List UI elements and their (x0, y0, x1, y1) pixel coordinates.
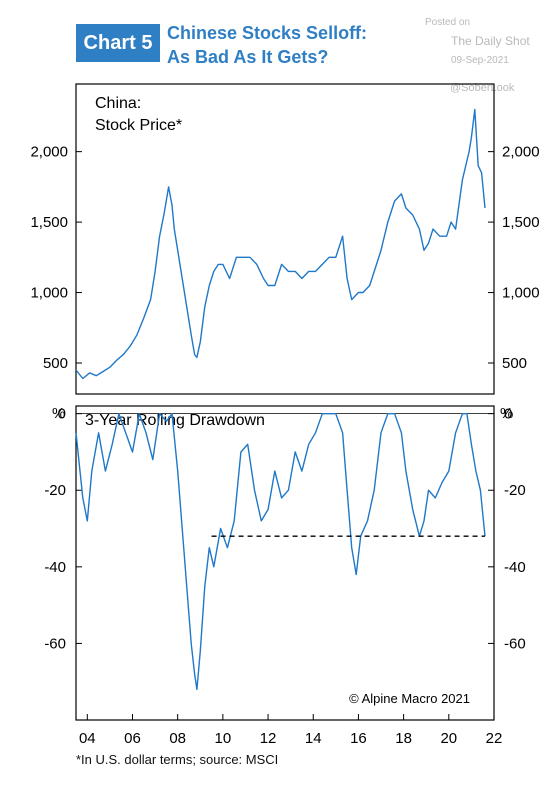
footnote: *In U.S. dollar terms; source: MSCI (76, 752, 279, 767)
price-panel-frame (75, 83, 495, 395)
price-ytick-label-right: 500 (502, 355, 527, 372)
price-ytick-label-left: 1,000 (30, 285, 68, 302)
xtick-label: 08 (169, 730, 186, 747)
xtick-label: 04 (79, 730, 96, 747)
watermark-handle: @SoberLook (450, 82, 515, 94)
drawdown-right-unit-label: % (500, 405, 513, 422)
drawdown-ytick-label-right: -60 (504, 635, 526, 652)
price-series-line (75, 108, 486, 380)
xtick-label: 06 (124, 730, 141, 747)
price-panel: China: Stock Price* 500 500 1,000 1,000 1,50… (30, 83, 540, 395)
drawdown-panel-title: 3-Year Rolling Drawdown (85, 412, 265, 429)
drawdown-ytick-label-left: -60 (44, 635, 66, 652)
drawdown-series-line (75, 413, 486, 691)
xtick-label: 10 (215, 730, 232, 747)
chart-title-line1: Chinese Stocks Selloff: (167, 23, 368, 43)
drawdown-ytick-label-left: -40 (44, 559, 66, 576)
xtick-label: 20 (440, 730, 457, 747)
xtick-label: 22 (486, 730, 503, 747)
drawdown-panel-frame (75, 405, 495, 721)
price-ytick-label-left: 2,000 (30, 144, 68, 161)
price-ytick-label-left: 1,500 (30, 214, 68, 231)
chart-title-line2: As Bad As It Gets? (167, 47, 329, 67)
drawdown-ytick-label-right: -20 (504, 482, 526, 499)
watermark-posted-on: Posted on (425, 17, 471, 28)
xtick-label: 16 (350, 730, 367, 747)
credit-text: © Alpine Macro 2021 (349, 691, 470, 706)
drawdown-ytick-label-left: -20 (44, 482, 66, 499)
price-ytick-label-right: 1,000 (502, 285, 540, 302)
drawdown-left-unit-label: % (52, 405, 65, 422)
drawdown-panel: % % 3-Year Rolling Drawdown -60 -60 -40 -40… (44, 405, 525, 747)
drawdown-ytick-label-right: -40 (504, 559, 526, 576)
chart-title: Chinese Stocks Selloff: As Bad As It Get… (167, 21, 427, 69)
watermark-date: 09-Sep-2021 (451, 55, 509, 66)
xtick-label: 12 (260, 730, 277, 747)
price-ytick-label-right: 2,000 (502, 144, 540, 161)
drawdown-ytick-label-left: 0 (58, 406, 66, 423)
price-panel-title-line1: China: (95, 95, 141, 112)
drawdown-ytick-label-right: 0 (504, 406, 512, 423)
chart-number-badge: Chart 5 (76, 24, 160, 62)
xtick-label: 14 (305, 730, 322, 747)
price-ytick-label-right: 1,500 (502, 214, 540, 231)
price-panel-title-line2: Stock Price* (95, 117, 182, 134)
price-ytick-label-left: 500 (43, 355, 68, 372)
xtick-label: 18 (395, 730, 412, 747)
watermark-site: The Daily Shot (451, 34, 530, 48)
